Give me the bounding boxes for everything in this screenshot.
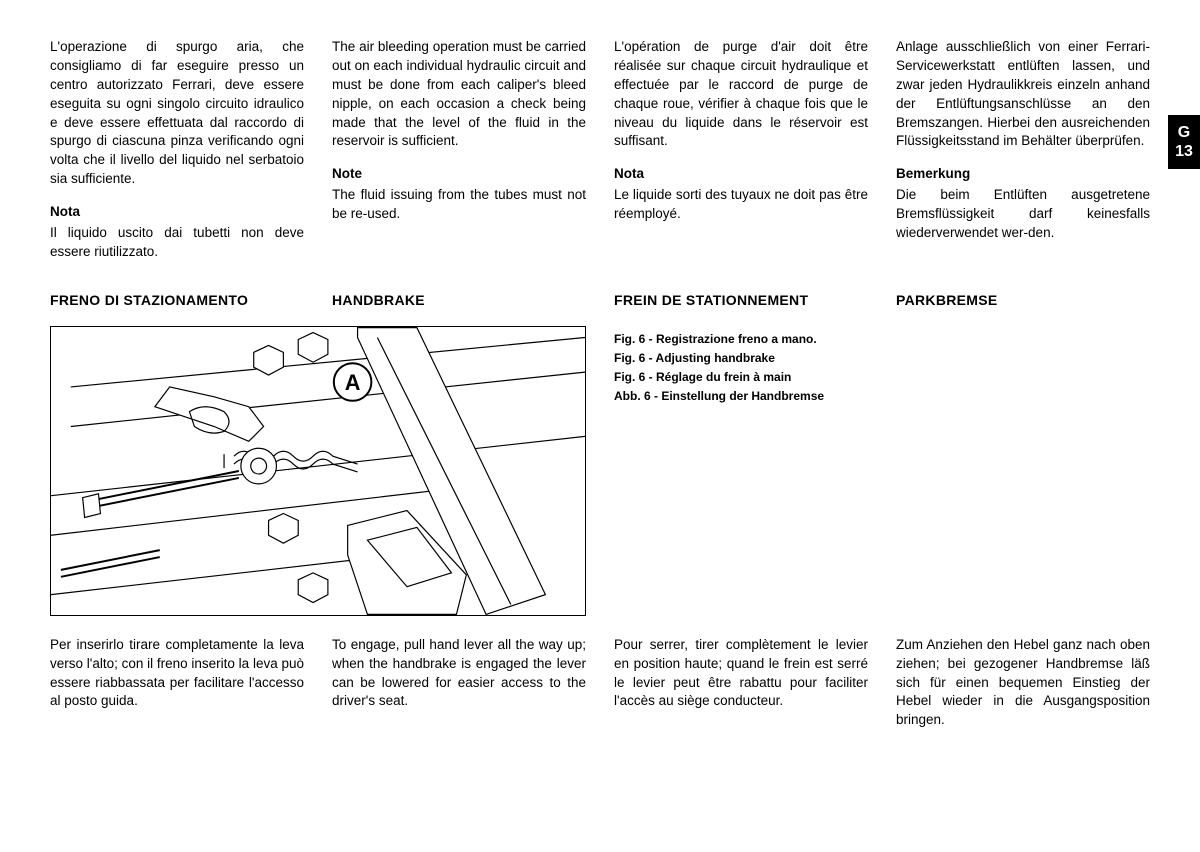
column-it: L'operazione di spurgo aria, che consigl… — [50, 38, 304, 262]
figure-label-a: A — [345, 370, 361, 395]
body-de: Anlage ausschließlich von einer Ferrari-… — [896, 38, 1150, 151]
title-fr: FREIN DE STATIONNEMENT — [614, 292, 868, 308]
bottom-en: To engage, pull hand lever all the way u… — [332, 636, 586, 730]
bottom-de: Zum Anziehen den Hebel ganz nach oben zi… — [896, 636, 1150, 730]
page-tab-number: 13 — [1175, 142, 1193, 161]
note-it: Il liquido uscito dai tubetti non deve e… — [50, 224, 304, 262]
column-fr: L'opération de purge d'air doit être réa… — [614, 38, 868, 262]
note-head-en: Note — [332, 165, 586, 184]
note-head-fr: Nota — [614, 165, 868, 184]
caption-it: Fig. 6 - Registrazione freno a mano. — [614, 330, 1150, 349]
caption-fr: Fig. 6 - Réglage du frein à main — [614, 368, 1150, 387]
title-de: PARKBREMSE — [896, 292, 1150, 308]
bottom-fr: Pour serrer, tirer complètement le levie… — [614, 636, 868, 730]
bottom-text-columns: Per inserirlo tirare completamente la le… — [50, 636, 1150, 730]
title-en: HANDBRAKE — [332, 292, 586, 308]
bottom-it: Per inserirlo tirare completamente la le… — [50, 636, 304, 730]
note-de: Die beim Entlüften ausgetretene Bremsflü… — [896, 186, 1150, 243]
column-en: The air bleeding operation must be carri… — [332, 38, 586, 262]
note-en: The fluid issuing from the tubes must no… — [332, 186, 586, 224]
body-en: The air bleeding operation must be carri… — [332, 38, 586, 151]
note-fr: Le liquide sorti des tuyaux ne doit pas … — [614, 186, 868, 224]
section-titles: FRENO DI STAZIONAMENTO HANDBRAKE FREIN D… — [50, 292, 1150, 308]
caption-de: Abb. 6 - Einstellung der Handbremse — [614, 387, 1150, 406]
handbrake-diagram-icon: A — [51, 327, 585, 615]
top-text-columns: L'operazione di spurgo aria, che consigl… — [50, 38, 1150, 262]
page-tab: G 13 — [1168, 115, 1200, 169]
figure-captions: Fig. 6 - Registrazione freno a mano. Fig… — [614, 326, 1150, 616]
caption-en: Fig. 6 - Adjusting handbrake — [614, 349, 1150, 368]
body-fr: L'opération de purge d'air doit être réa… — [614, 38, 868, 151]
note-head-de: Bemerkung — [896, 165, 1150, 184]
page-tab-letter: G — [1178, 123, 1190, 142]
title-it: FRENO DI STAZIONAMENTO — [50, 292, 304, 308]
figure-6-illustration: A — [50, 326, 586, 616]
figure-row: A Fig. 6 - Registrazione freno a mano. F… — [50, 326, 1150, 616]
note-head-it: Nota — [50, 203, 304, 222]
column-de: Anlage ausschließlich von einer Ferrari-… — [896, 38, 1150, 262]
body-it: L'operazione di spurgo aria, che consigl… — [50, 38, 304, 189]
